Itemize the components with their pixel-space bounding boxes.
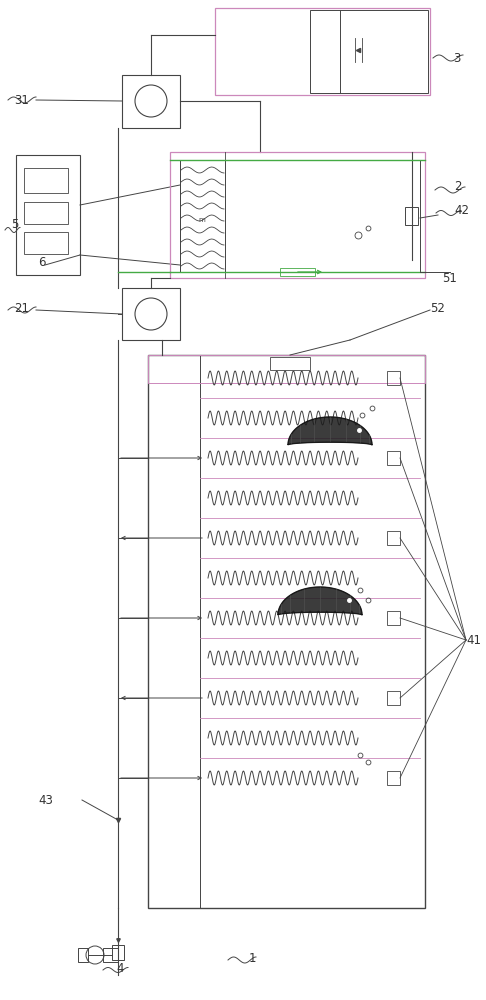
Text: 3: 3 [453, 51, 461, 64]
Bar [112, 945, 124, 960]
Text: 41: 41 [467, 634, 482, 647]
Bar [280, 268, 315, 276]
Bar [148, 355, 425, 908]
Bar [103, 948, 118, 962]
Bar [148, 355, 425, 383]
Bar [170, 152, 425, 278]
Bar [78, 948, 88, 962]
Text: 43: 43 [38, 794, 53, 806]
Text: 2: 2 [454, 180, 462, 194]
Bar [122, 75, 180, 128]
Bar [387, 691, 400, 705]
Text: 5: 5 [11, 219, 18, 232]
Polygon shape [278, 587, 362, 615]
Bar [387, 371, 400, 385]
Text: 51: 51 [443, 271, 457, 284]
Text: 21: 21 [15, 302, 30, 314]
Bar [310, 10, 428, 93]
Bar [387, 451, 400, 465]
Bar [405, 207, 418, 225]
Text: 4: 4 [116, 962, 124, 974]
Text: 1: 1 [248, 952, 256, 964]
Bar [24, 202, 68, 224]
Bar [387, 771, 400, 785]
Polygon shape [288, 417, 372, 445]
Bar [180, 160, 420, 272]
Bar [24, 168, 68, 193]
Text: 31: 31 [15, 94, 30, 106]
Bar [180, 160, 225, 272]
Bar [122, 288, 180, 340]
Bar [16, 155, 80, 275]
Bar [270, 357, 310, 370]
Bar [215, 8, 430, 95]
Text: 6: 6 [38, 256, 46, 269]
Text: 42: 42 [454, 204, 469, 217]
Bar [24, 232, 68, 254]
Text: 52: 52 [431, 302, 446, 314]
Text: m: m [199, 217, 206, 223]
Bar [387, 611, 400, 625]
Bar [387, 531, 400, 545]
